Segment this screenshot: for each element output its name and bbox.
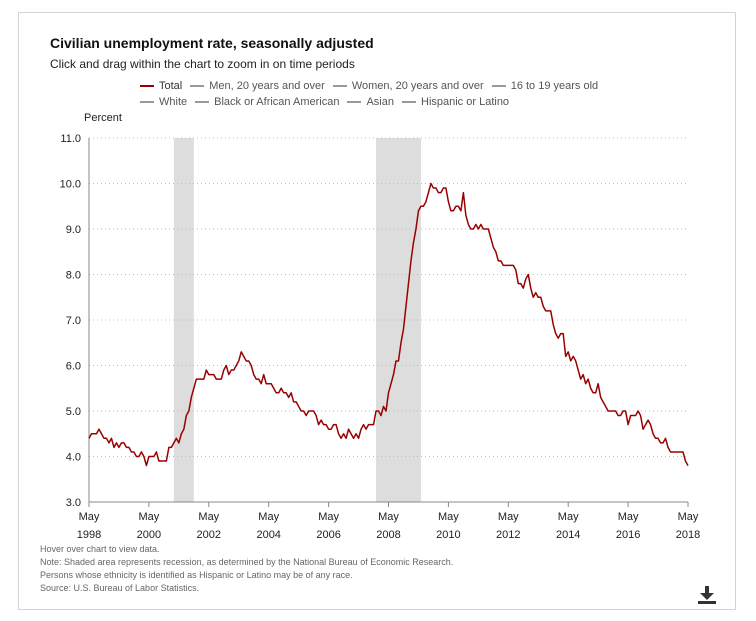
x-tick-label-year: 2012 [496, 529, 520, 541]
x-tick-label-year: 1998 [77, 529, 101, 541]
x-tick-label-month: May [198, 511, 219, 523]
legend-swatch-total [140, 85, 154, 87]
legend-item-hispanic[interactable]: Hispanic or Latino [402, 96, 509, 108]
chart-notes: Hover over chart to view data. Note: Sha… [40, 543, 453, 595]
x-tick-label-month: May [678, 511, 699, 523]
legend-item-black[interactable]: Black or African American [195, 96, 339, 108]
x-tick-label-month: May [378, 511, 399, 523]
y-tick-label: 11.0 [60, 133, 81, 145]
legend-swatch-white [140, 101, 154, 103]
note-recession: Note: Shaded area represents recession, … [40, 557, 454, 567]
legend-label-hispanic: Hispanic or Latino [421, 96, 510, 108]
legend-label-total: Total [159, 80, 183, 92]
legend-swatch-asian [347, 101, 362, 103]
note-ethnicity: Persons whose ethnicity is identified as… [40, 570, 353, 580]
legend-item-women-20-over[interactable]: Women, 20 years and over [332, 80, 484, 92]
legend-item-total[interactable]: Total [140, 80, 182, 92]
x-tick-label-year: 2008 [376, 529, 400, 541]
legend-swatch-hispanic [402, 101, 416, 103]
y-tick-label: 6.0 [66, 361, 81, 373]
x-tick-label-year: 2002 [197, 529, 221, 541]
legend-label-asian: Asian [366, 96, 394, 108]
chart-subtitle: Click and drag within the chart to zoom … [50, 57, 355, 71]
legend-label-men: Men, 20 years and over [209, 80, 325, 92]
y-tick-label: 8.0 [66, 270, 81, 282]
x-tick-label-month: May [139, 511, 160, 523]
x-tick-label-month: May [318, 511, 339, 523]
x-tick-label-year: 2014 [556, 529, 580, 541]
y-axis-label: Percent [84, 112, 122, 124]
y-tick-label: 4.0 [66, 452, 81, 464]
x-tick-label-month: May [438, 511, 459, 523]
x-tick-label-year: 2010 [436, 529, 460, 541]
y-tick-label: 7.0 [66, 315, 81, 327]
legend-swatch-men [190, 85, 205, 87]
note-source: Source: U.S. Bureau of Labor Statistics. [40, 583, 200, 593]
legend-row-2: White Black or African American Asian Hi… [140, 96, 700, 108]
legend-label-white: White [159, 96, 188, 108]
y-tick-label: 3.0 [66, 497, 81, 509]
legend-row-1: Total Men, 20 years and over Women, 20 y… [140, 80, 700, 92]
recession-band-0 [173, 138, 194, 502]
download-icon[interactable] [696, 584, 718, 606]
x-tick-label-month: May [498, 511, 519, 523]
legend-swatch-women [332, 85, 347, 87]
y-tick-label: 10.0 [60, 179, 81, 191]
legend-label-black: Black or African American [214, 96, 340, 108]
legend-label-teens: 16 to 19 years old [510, 80, 599, 92]
x-tick-label-year: 2004 [256, 529, 280, 541]
legend-swatch-teens [491, 85, 506, 87]
y-tick-label: 9.0 [66, 224, 81, 236]
series-line-total [88, 182, 689, 467]
x-tick-label-year: 2016 [616, 529, 640, 541]
legend-label-women: Women, 20 years and over [351, 80, 484, 92]
legend-item-white[interactable]: White [140, 96, 187, 108]
y-tick-label: 5.0 [66, 406, 81, 418]
x-tick-label-year: 2018 [676, 529, 700, 541]
x-tick-label-month: May [258, 511, 279, 523]
legend-item-asian[interactable]: Asian [347, 96, 394, 108]
x-tick-label-month: May [79, 511, 100, 523]
x-tick-label-year: 2000 [137, 529, 161, 541]
download-icon-glyph [698, 586, 716, 604]
legend-item-16-19[interactable]: 16 to 19 years old [491, 80, 599, 92]
note-hover: Hover over chart to view data. [40, 544, 160, 554]
x-tick-label-month: May [558, 511, 579, 523]
x-tick-label-year: 2006 [316, 529, 340, 541]
legend-item-men-20-over[interactable]: Men, 20 years and over [190, 80, 325, 92]
recession-band-1 [376, 138, 421, 502]
legend-swatch-black [195, 101, 210, 103]
chart-title: Civilian unemployment rate, seasonally a… [50, 35, 374, 51]
x-tick-label-month: May [618, 511, 639, 523]
